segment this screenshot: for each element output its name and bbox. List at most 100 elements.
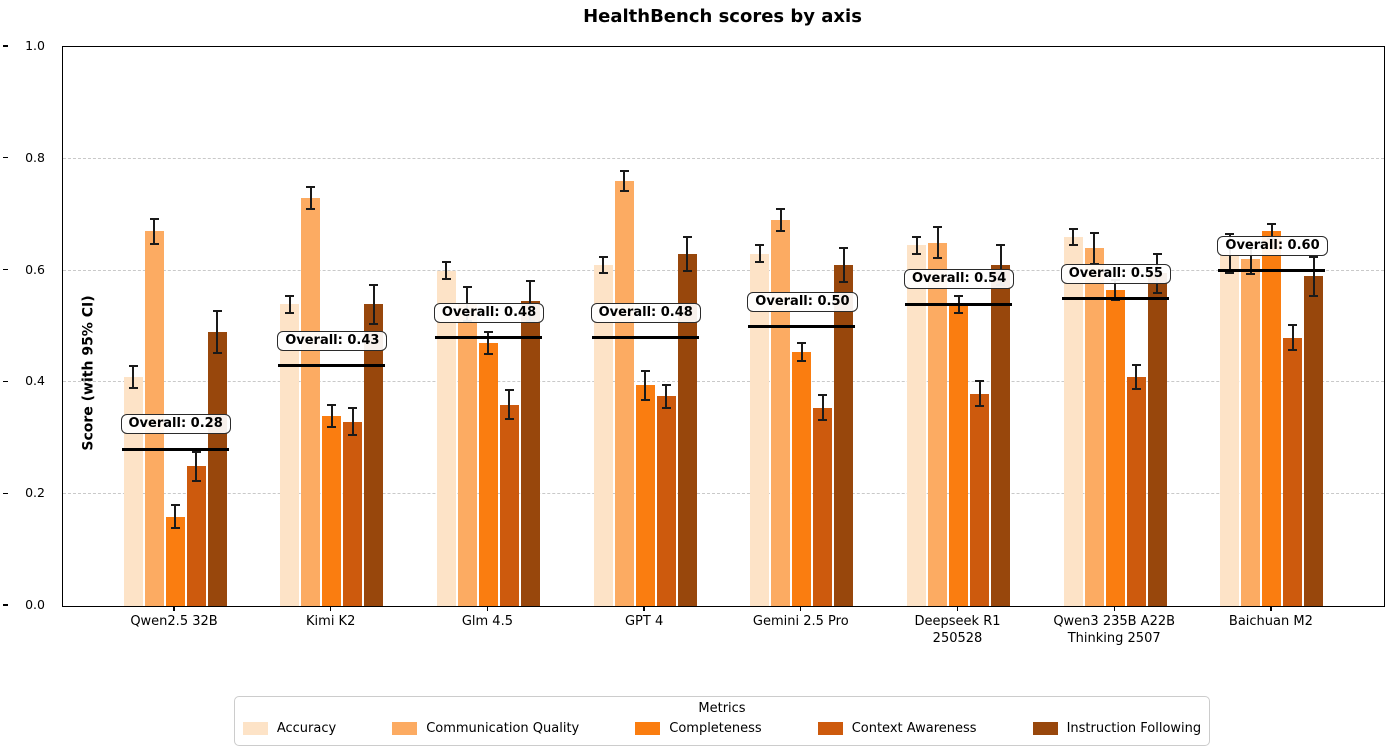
x-tick-label-line: Deepseek R1 (914, 614, 1001, 629)
error-bar (1249, 244, 1252, 274)
x-tick-label-line: Thinking 2507 (1067, 631, 1161, 646)
x-tick-label: Glm 4.5 (377, 613, 597, 630)
error-bar (999, 245, 1002, 285)
x-tick-label: Kimi K2 (221, 613, 441, 630)
overall-score-line (1061, 297, 1169, 301)
error-bar-cap (441, 278, 451, 280)
error-bar-cap (776, 208, 786, 211)
error-bar-cap (149, 218, 159, 221)
error-bar (936, 227, 939, 259)
error-bar-cap (369, 322, 379, 325)
error-bar-cap (441, 261, 451, 264)
error-bar-cap (348, 407, 358, 410)
error-bar (487, 332, 490, 355)
error-bar-cap (191, 479, 201, 482)
error-bar (132, 365, 134, 388)
error-bar-cap (1110, 299, 1120, 302)
error-bar-cap (661, 384, 671, 387)
bar-completeness (478, 343, 498, 606)
bar-accuracy (750, 253, 770, 606)
error-bar-cap (285, 294, 295, 297)
error-bar-cap (818, 394, 828, 397)
bar-communication-quality (614, 181, 634, 606)
y-axis-title: Score (with 95% CI) (80, 295, 97, 451)
x-tick-label-line: Kimi K2 (306, 614, 356, 629)
error-bar-cap (1068, 244, 1078, 247)
bar-instruction-following (834, 265, 854, 606)
legend-title: Metrics (698, 701, 746, 716)
y-tick-mark (3, 492, 8, 494)
error-bar-cap (598, 272, 608, 275)
error-bar-cap (682, 269, 692, 272)
error-bar-cap (1309, 294, 1319, 297)
error-bar-cap (954, 311, 963, 314)
bar-group-kimi-k2: Overall: 0.43 (277, 47, 388, 606)
error-bar-cap (661, 406, 671, 409)
bar-group-deepseek-r1: Overall: 0.54 (904, 47, 1015, 606)
error-bar-cap (504, 389, 514, 392)
bar-context-awareness (656, 396, 676, 606)
x-tick-label: Qwen2.5 32B (64, 613, 284, 630)
y-tick-mark (3, 157, 8, 159)
error-bar (508, 390, 511, 420)
y-tick-label: 0.4 (25, 373, 45, 389)
y-tick-label: 0.8 (25, 149, 45, 165)
x-tick-mark (1113, 606, 1115, 611)
error-bar (330, 404, 333, 428)
overall-score-line (278, 364, 386, 368)
gridline-y-0.4 (63, 381, 1384, 383)
error-bar-cap (975, 380, 984, 383)
bar-accuracy (280, 304, 300, 606)
error-bar-cap (1152, 291, 1162, 294)
overall-score-line (121, 447, 229, 451)
bar-completeness (792, 351, 812, 606)
error-bar (153, 219, 155, 244)
x-tick-label-line: Baichuan M2 (1228, 614, 1313, 629)
bar-communication-quality (457, 304, 477, 606)
error-bar (1114, 280, 1117, 301)
error-bar-cap (191, 450, 201, 453)
overall-score-label: Overall: 0.55 (1060, 263, 1171, 284)
overall-score-label: Overall: 0.54 (904, 269, 1015, 290)
error-bar (602, 256, 605, 274)
x-tick-mark (643, 606, 645, 611)
bar-completeness (165, 516, 185, 606)
y-tick-label: 1.0 (25, 38, 45, 53)
x-tick-label-line: 250528 (932, 631, 983, 646)
error-bar (915, 237, 918, 254)
error-bar (842, 248, 845, 282)
bar-instruction-following (677, 253, 697, 606)
error-bar-cap (912, 236, 921, 239)
error-bar-cap (1131, 363, 1141, 366)
bar-accuracy (907, 245, 926, 606)
error-bar-cap (170, 504, 180, 507)
error-bar-cap (954, 294, 963, 297)
error-bar-cap (640, 398, 650, 401)
chart-title: HealthBench scores by axis (583, 6, 862, 27)
error-bar (174, 505, 176, 528)
legend-swatch (635, 722, 661, 735)
error-bar (445, 262, 448, 279)
error-bar-cap (1068, 227, 1078, 230)
error-bar (800, 342, 803, 361)
error-bar-cap (619, 190, 629, 193)
x-tick-label: Qwen3 235B A22B Thinking 2507 (1004, 613, 1224, 647)
error-bar-cap (348, 433, 358, 436)
bar-accuracy (1063, 237, 1083, 606)
bar-accuracy (593, 265, 613, 606)
overall-score-label: Overall: 0.48 (590, 302, 701, 323)
bar-group-glm-4-5: Overall: 0.48 (433, 47, 545, 606)
x-tick-mark (173, 606, 175, 611)
bar-instruction-following (1304, 276, 1324, 606)
bar-context-awareness (186, 466, 206, 606)
error-bar (351, 408, 354, 435)
legend-label: Accuracy (276, 721, 337, 736)
legend-label: Instruction Following (1066, 721, 1202, 736)
error-bar-cap (212, 352, 222, 355)
y-tick-label: 0.0 (25, 597, 45, 612)
error-bar-cap (1089, 231, 1099, 234)
error-bar-cap (839, 247, 849, 250)
overall-score-label: Overall: 0.28 (120, 414, 231, 435)
error-bar-cap (462, 286, 472, 289)
